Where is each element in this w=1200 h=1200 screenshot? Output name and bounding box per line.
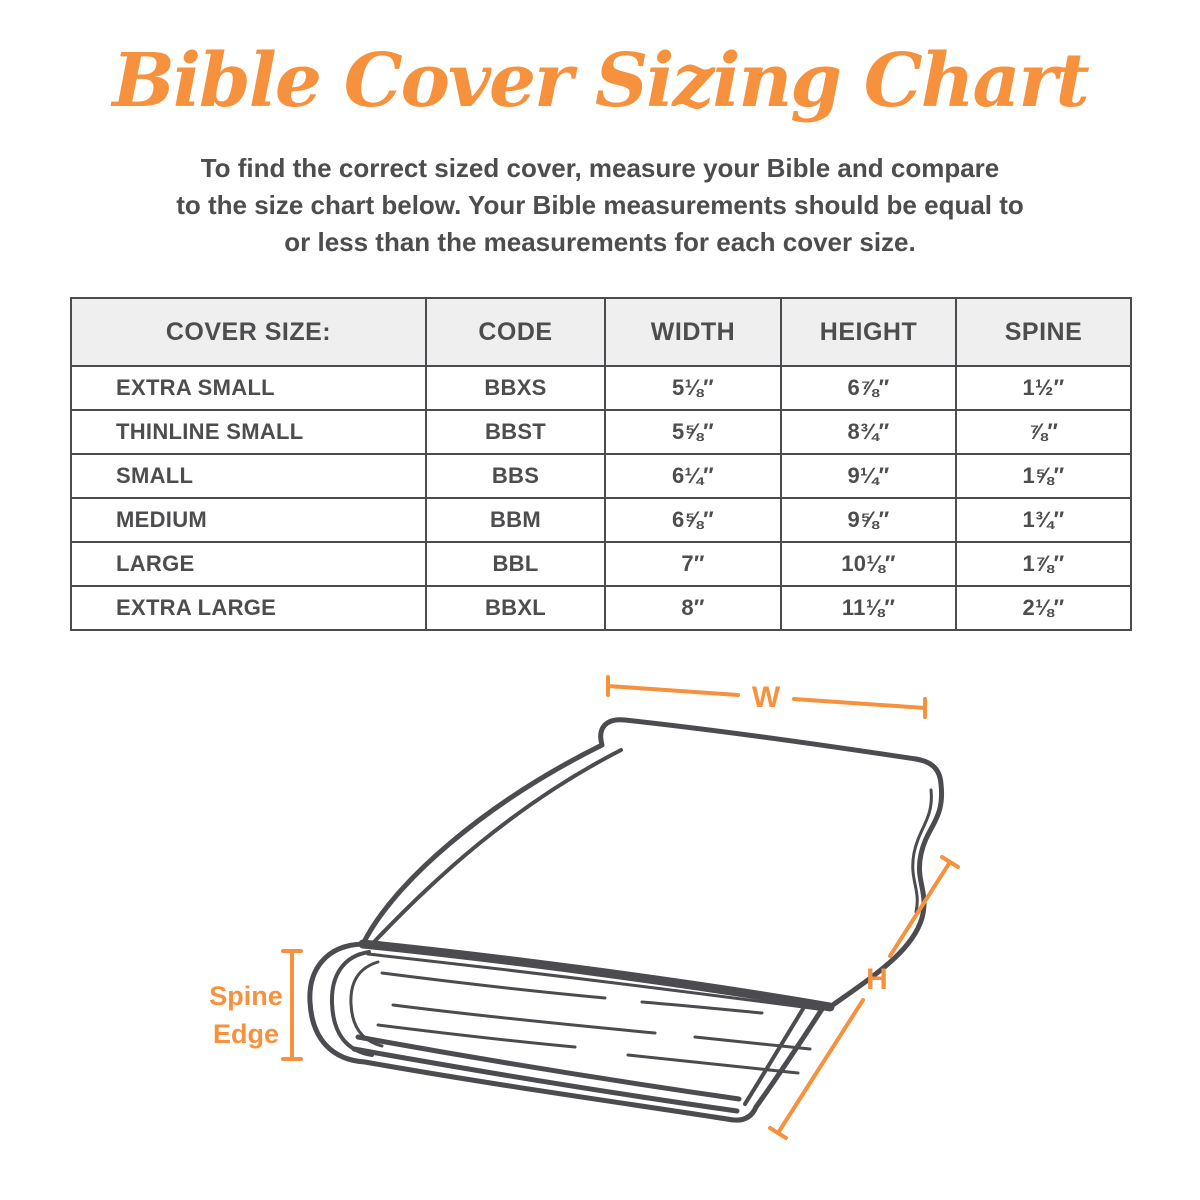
intro-line-1: To find the correct sized cover, measure… [200,153,1000,183]
page-line [376,1023,577,1049]
col-header-width: WIDTH [604,297,782,367]
table-row-large: LARGE BBL 7″ 10⅛″ 1⅞″ [70,541,1132,587]
width-dimension-label: W [752,681,781,714]
table-row-extra-large: EXTRA LARGE BBXL 8″ 11⅛″ 2⅛″ [70,585,1132,631]
spine-cap-inner-curve [349,960,384,1048]
cell-size-name: MEDIUM [70,497,427,543]
col-header-code: CODE [425,297,606,367]
spine-edge-label-line2: Edge [213,1019,279,1049]
width-dimension-line [606,675,927,719]
page-title: Bible Cover Sizing Chart [112,38,1089,124]
cell-height: 10⅛″ [780,541,957,587]
col-header-height: HEIGHT [780,297,957,367]
col-header-spine: SPINE [955,297,1132,367]
cell-height: 11⅛″ [780,585,957,631]
cell-size-name: THINLINE SMALL [70,409,427,455]
cell-spine: 1⅞″ [955,541,1132,587]
height-dimension-line [768,855,960,1140]
height-dimension-label: H [866,963,888,996]
table-row-thinline-small: THINLINE SMALL BBST 5⅝″ 8¾″ ⅞″ [70,409,1132,455]
cell-size-name: LARGE [70,541,427,587]
cover-near-edge [358,939,835,1012]
spine-edge-label-line1: Spine [209,981,283,1011]
book-measurement-diagram: W H Spine Edge [150,655,1050,1200]
page-line [640,1000,764,1015]
cell-spine: 1¾″ [955,497,1132,543]
cell-height: 6⅞″ [780,365,957,411]
cell-size-name: SMALL [70,453,427,499]
cell-width: 5⅝″ [604,409,782,455]
cell-width: 6⅝″ [604,497,782,543]
cell-code: BBM [425,497,606,543]
size-table: COVER SIZE: CODE WIDTH HEIGHT SPINE EXTR… [70,297,1132,631]
table-row-medium: MEDIUM BBM 6⅝″ 9⅝″ 1¾″ [70,497,1132,543]
cell-width: 6¼″ [604,453,782,499]
book-illustration: W H Spine Edge [209,675,960,1140]
cell-height: 8¾″ [780,409,957,455]
page-line [693,1035,812,1051]
cell-code: BBXL [425,585,606,631]
cell-code: BBXS [425,365,606,411]
fore-edge-detail-line [911,788,933,914]
intro-line-3: or less than the measurements for each c… [284,227,916,257]
spine-cap-inner-curve [329,950,374,1057]
bottom-cover-edge-line [351,1046,740,1114]
page-line [380,971,607,1000]
cell-code: BBST [425,409,606,455]
page-line [366,952,820,1011]
spine-edge-dimension-line [281,949,303,1061]
page-line [626,1053,800,1075]
cell-spine: 2⅛″ [955,585,1132,631]
cell-code: BBS [425,453,606,499]
cell-height: 9⅝″ [780,497,957,543]
cell-code: BBL [425,541,606,587]
table-row-small: SMALL BBS 6¼″ 9¼″ 1⅝″ [70,453,1132,499]
cell-spine: 1⅝″ [955,453,1132,499]
intro-line-2: to the size chart below. Your Bible meas… [176,190,1024,220]
cell-width: 8″ [604,585,782,631]
cell-width: 7″ [604,541,782,587]
table-header-row: COVER SIZE: CODE WIDTH HEIGHT SPINE [70,297,1132,367]
spine-hinge-line [372,748,623,944]
table-row-extra-small: EXTRA SMALL BBXS 5⅛″ 6⅞″ 1½″ [70,365,1132,411]
col-header-cover-size: COVER SIZE: [70,297,427,367]
cell-height: 9¼″ [780,453,957,499]
cell-width: 5⅛″ [604,365,782,411]
cell-spine: ⅞″ [955,409,1132,455]
cell-size-name: EXTRA SMALL [70,365,427,411]
intro-text: To find the correct sized cover, measure… [0,150,1200,261]
cell-size-name: EXTRA LARGE [70,585,427,631]
bottom-cover-edge-line [355,1034,742,1102]
cell-spine: 1½″ [955,365,1132,411]
page-line [391,1003,657,1035]
